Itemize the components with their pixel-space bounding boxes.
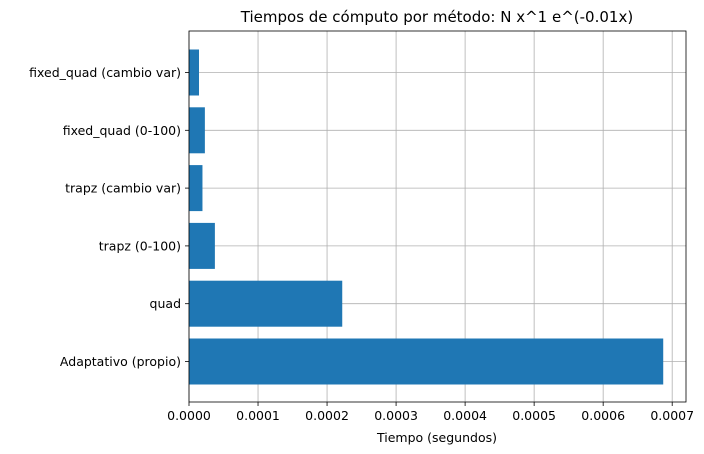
x-tick-label: 0.0000: [167, 408, 211, 423]
y-tick-label: quad: [150, 296, 181, 311]
y-axis-ticks: Adaptativo (propio) quad trapz (0-100) trap…: [29, 65, 189, 369]
x-tick-label: 0.0004: [443, 408, 487, 423]
x-axis-ticks: 0.0000 0.0001 0.0002 0.0003 0.0004 0.0005 0.00…: [167, 402, 694, 423]
bar: [189, 222, 215, 269]
axes: [188, 30, 687, 403]
x-tick-label: 0.0005: [512, 408, 556, 423]
x-axis-label: Tiempo (segundos): [376, 430, 497, 445]
x-tick-label: 0.0007: [650, 408, 694, 423]
bar: [189, 107, 205, 154]
x-tick-label: 0.0006: [581, 408, 625, 423]
chart-title: Tiempos de cómputo por método: N x^1 e^(…: [240, 8, 633, 26]
bar: [189, 338, 664, 385]
bar: [189, 165, 203, 212]
x-tick-label: 0.0003: [374, 408, 418, 423]
y-tick-label: trapz (0-100): [99, 238, 181, 253]
x-tick-label: 0.0001: [236, 408, 280, 423]
bar: [189, 49, 200, 96]
y-tick-label: fixed_quad (cambio var): [29, 65, 181, 80]
y-tick-label: trapz (cambio var): [65, 181, 181, 196]
bar: [189, 280, 343, 327]
plot-frame: [188, 30, 687, 403]
bars: [189, 49, 664, 385]
grid-lines: [188, 31, 686, 402]
y-tick-label: fixed_quad (0-100): [63, 123, 181, 138]
x-tick-label: 0.0002: [305, 408, 349, 423]
y-tick-label: Adaptativo (propio): [60, 354, 181, 369]
